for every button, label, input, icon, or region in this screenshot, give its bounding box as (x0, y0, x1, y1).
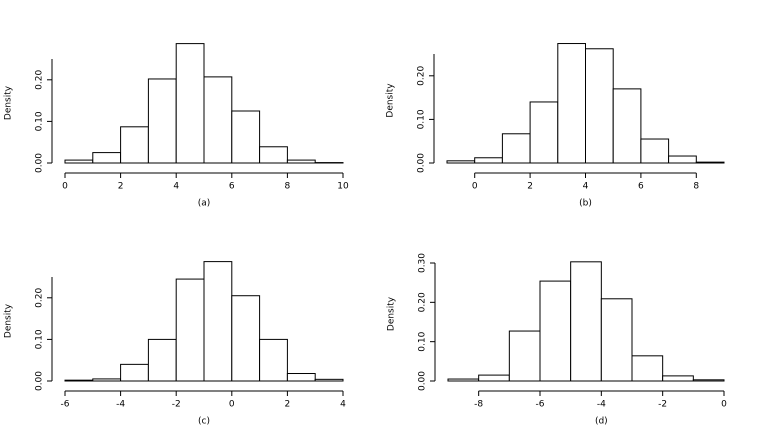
x-tick-label: 0 (229, 400, 235, 410)
x-tick-label: 0 (721, 400, 727, 410)
hist-bar (232, 296, 260, 381)
y-axis-label: Density (386, 83, 396, 118)
hist-bar (693, 380, 724, 381)
x-tick-label: -6 (536, 400, 545, 410)
hist-bar (479, 375, 510, 381)
hist-bar (530, 102, 558, 163)
y-tick-label: 0.20 (417, 66, 427, 86)
hist-bar (121, 364, 149, 381)
y-tick-label: 0.30 (418, 253, 428, 273)
hist-bar (448, 379, 479, 381)
y-axis-label: Density (4, 303, 14, 338)
hist-bar (148, 79, 176, 163)
hist-bar (204, 262, 232, 381)
x-axis-label: (b) (579, 199, 592, 209)
x-tick-label: 8 (693, 182, 699, 192)
hist-bar (287, 160, 315, 163)
x-tick-label: 4 (340, 400, 346, 410)
x-tick-label: -2 (172, 400, 181, 410)
hist-bar (260, 147, 288, 163)
y-tick-label: 0.10 (417, 109, 427, 129)
y-tick-label: 0.00 (35, 153, 45, 173)
y-tick-label: 0.00 (35, 371, 45, 391)
y-tick-label: 0.00 (418, 371, 428, 391)
hist-bar (315, 379, 343, 381)
hist-bar (121, 127, 149, 163)
hist-bar (502, 134, 530, 163)
x-tick-label: 0 (472, 182, 478, 192)
x-tick-label: 8 (285, 182, 291, 192)
x-tick-label: 6 (229, 182, 235, 192)
y-tick-label: 0.10 (418, 331, 428, 351)
y-tick-label: 0.20 (35, 70, 45, 90)
x-tick-label: 4 (173, 182, 179, 192)
x-axis-label: (d) (595, 417, 608, 427)
x-tick-label: -8 (474, 400, 483, 410)
x-axis-label: (a) (198, 199, 211, 209)
hist-bar (148, 339, 176, 381)
hist-bar (663, 376, 694, 381)
hist-bar (696, 162, 724, 163)
hist-bar (509, 331, 540, 381)
x-tick-label: -4 (597, 400, 606, 410)
y-axis-label: Density (387, 296, 397, 331)
x-tick-label: 0 (62, 182, 68, 192)
hist-bar (571, 262, 602, 381)
x-tick-label: 2 (118, 182, 124, 192)
hist-bar (641, 139, 669, 163)
x-tick-label: -4 (116, 400, 125, 410)
hist-bar (176, 44, 204, 163)
hist-bar (540, 281, 571, 381)
hist-bar (65, 160, 93, 163)
hist-bar (65, 380, 93, 381)
hist-bar (447, 161, 475, 163)
hist-bar (558, 44, 586, 163)
hist-bar (632, 356, 663, 381)
y-tick-label: 0.10 (35, 111, 45, 131)
hist-bar (232, 111, 260, 163)
y-tick-label: 0.00 (417, 153, 427, 173)
hist-bar (601, 299, 632, 381)
x-tick-label: 2 (527, 182, 533, 192)
x-tick-label: 2 (285, 400, 291, 410)
x-tick-label: -6 (61, 400, 70, 410)
y-tick-label: 0.10 (35, 329, 45, 349)
hist-bar (613, 89, 641, 163)
y-tick-label: 0.20 (35, 288, 45, 308)
x-tick-label: 10 (337, 182, 349, 192)
y-tick-label: 0.20 (418, 292, 428, 312)
hist-bar (586, 49, 614, 163)
hist-bar (176, 279, 204, 381)
hist-bar (475, 158, 503, 163)
hist-bar (669, 156, 697, 163)
hist-bar (204, 77, 232, 163)
y-axis-label: Density (4, 85, 14, 120)
x-tick-label: -2 (658, 400, 667, 410)
x-tick-label: 6 (638, 182, 644, 192)
hist-bar (93, 153, 121, 163)
x-axis-label: (c) (198, 417, 210, 427)
x-tick-label: 4 (583, 182, 589, 192)
hist-bar (93, 379, 121, 381)
hist-bar (287, 374, 315, 381)
hist-bar (260, 339, 288, 381)
